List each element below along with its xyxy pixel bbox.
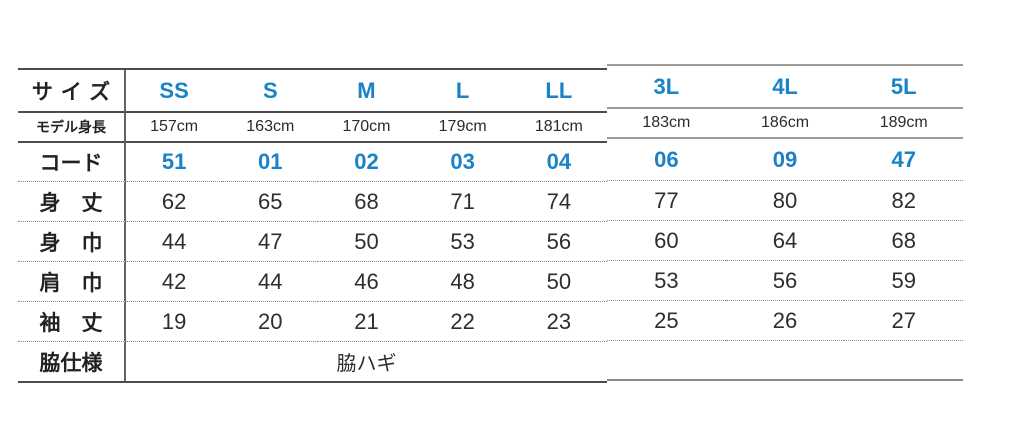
model-height-cell: 170cm bbox=[318, 113, 415, 143]
size-column-header: 4L bbox=[725, 66, 845, 109]
measurement-cell: 50 bbox=[318, 222, 415, 262]
code-cell: 04 bbox=[510, 143, 607, 182]
body-length-row-label: 身 丈 bbox=[18, 182, 126, 222]
code-cell: 09 bbox=[725, 139, 845, 181]
measurement-cell: 25 bbox=[607, 301, 726, 341]
measurement-cell: 56 bbox=[510, 222, 607, 262]
measurement-cell: 50 bbox=[510, 262, 607, 302]
size-chart-table-extended: 3L 4L 5L 183cm 186cm 189cm 06 09 47 77 8… bbox=[607, 64, 964, 381]
sleeve-length-row-label: 袖 丈 bbox=[18, 302, 126, 342]
measurement-cell: 82 bbox=[844, 181, 964, 221]
body-width-row-label: 身 巾 bbox=[18, 222, 126, 262]
model-height-cell: 179cm bbox=[414, 113, 511, 143]
side-seam-cell: 脇ハギ bbox=[336, 353, 397, 375]
size-column-header: L bbox=[414, 70, 511, 113]
size-column-header: LL bbox=[510, 70, 607, 113]
side-seam-cell-extended bbox=[607, 341, 963, 379]
measurement-cell: 47 bbox=[222, 222, 319, 262]
model-height-cell: 181cm bbox=[510, 113, 607, 143]
measurement-cell: 77 bbox=[607, 181, 726, 221]
measurement-cell: 60 bbox=[607, 221, 726, 261]
measurement-cell: 65 bbox=[222, 182, 319, 222]
model-height-cell: 163cm bbox=[222, 113, 319, 143]
measurement-cell: 53 bbox=[607, 261, 726, 301]
side-seam-row-label: 脇仕様 bbox=[18, 342, 126, 381]
code-cell: 06 bbox=[607, 139, 726, 181]
size-column-header: SS bbox=[126, 70, 223, 113]
measurement-cell: 62 bbox=[126, 182, 223, 222]
code-cell: 47 bbox=[844, 139, 964, 181]
measurement-cell: 44 bbox=[126, 222, 223, 262]
measurement-cell: 64 bbox=[725, 221, 845, 261]
measurement-cell: 21 bbox=[318, 302, 415, 342]
measurement-cell: 20 bbox=[222, 302, 319, 342]
model-height-cell: 186cm bbox=[725, 109, 845, 139]
size-column-header: S bbox=[222, 70, 319, 113]
measurement-cell: 68 bbox=[844, 221, 964, 261]
model-height-cell: 183cm bbox=[607, 109, 726, 139]
measurement-cell: 48 bbox=[414, 262, 511, 302]
measurement-cell: 56 bbox=[725, 261, 845, 301]
size-chart-table-main: サイズ SS S M L LL モデル身長 157cm 163cm 170cm … bbox=[18, 68, 607, 383]
code-row-label: コード bbox=[18, 143, 126, 182]
measurement-cell: 23 bbox=[510, 302, 607, 342]
measurement-cell: 27 bbox=[844, 301, 964, 341]
code-cell: 51 bbox=[126, 143, 223, 182]
size-column-header: 3L bbox=[607, 66, 726, 109]
measurement-cell: 19 bbox=[126, 302, 223, 342]
shoulder-width-row-label: 肩 巾 bbox=[18, 262, 126, 302]
model-height-row-label: モデル身長 bbox=[18, 113, 126, 143]
measurement-cell: 42 bbox=[126, 262, 223, 302]
measurement-cell: 59 bbox=[844, 261, 964, 301]
model-height-cell: 157cm bbox=[126, 113, 223, 143]
measurement-cell: 22 bbox=[414, 302, 511, 342]
code-cell: 01 bbox=[222, 143, 319, 182]
measurement-cell: 80 bbox=[725, 181, 845, 221]
size-corner-label: サイズ bbox=[18, 70, 126, 113]
measurement-cell: 53 bbox=[414, 222, 511, 262]
measurement-cell: 71 bbox=[414, 182, 511, 222]
measurement-cell: 26 bbox=[725, 301, 845, 341]
model-height-cell: 189cm bbox=[844, 109, 964, 139]
code-cell: 03 bbox=[414, 143, 511, 182]
measurement-cell: 46 bbox=[318, 262, 415, 302]
measurement-cell: 74 bbox=[510, 182, 607, 222]
size-column-header: M bbox=[318, 70, 415, 113]
code-cell: 02 bbox=[318, 143, 415, 182]
size-column-header: 5L bbox=[844, 66, 964, 109]
measurement-cell: 68 bbox=[318, 182, 415, 222]
measurement-cell: 44 bbox=[222, 262, 319, 302]
